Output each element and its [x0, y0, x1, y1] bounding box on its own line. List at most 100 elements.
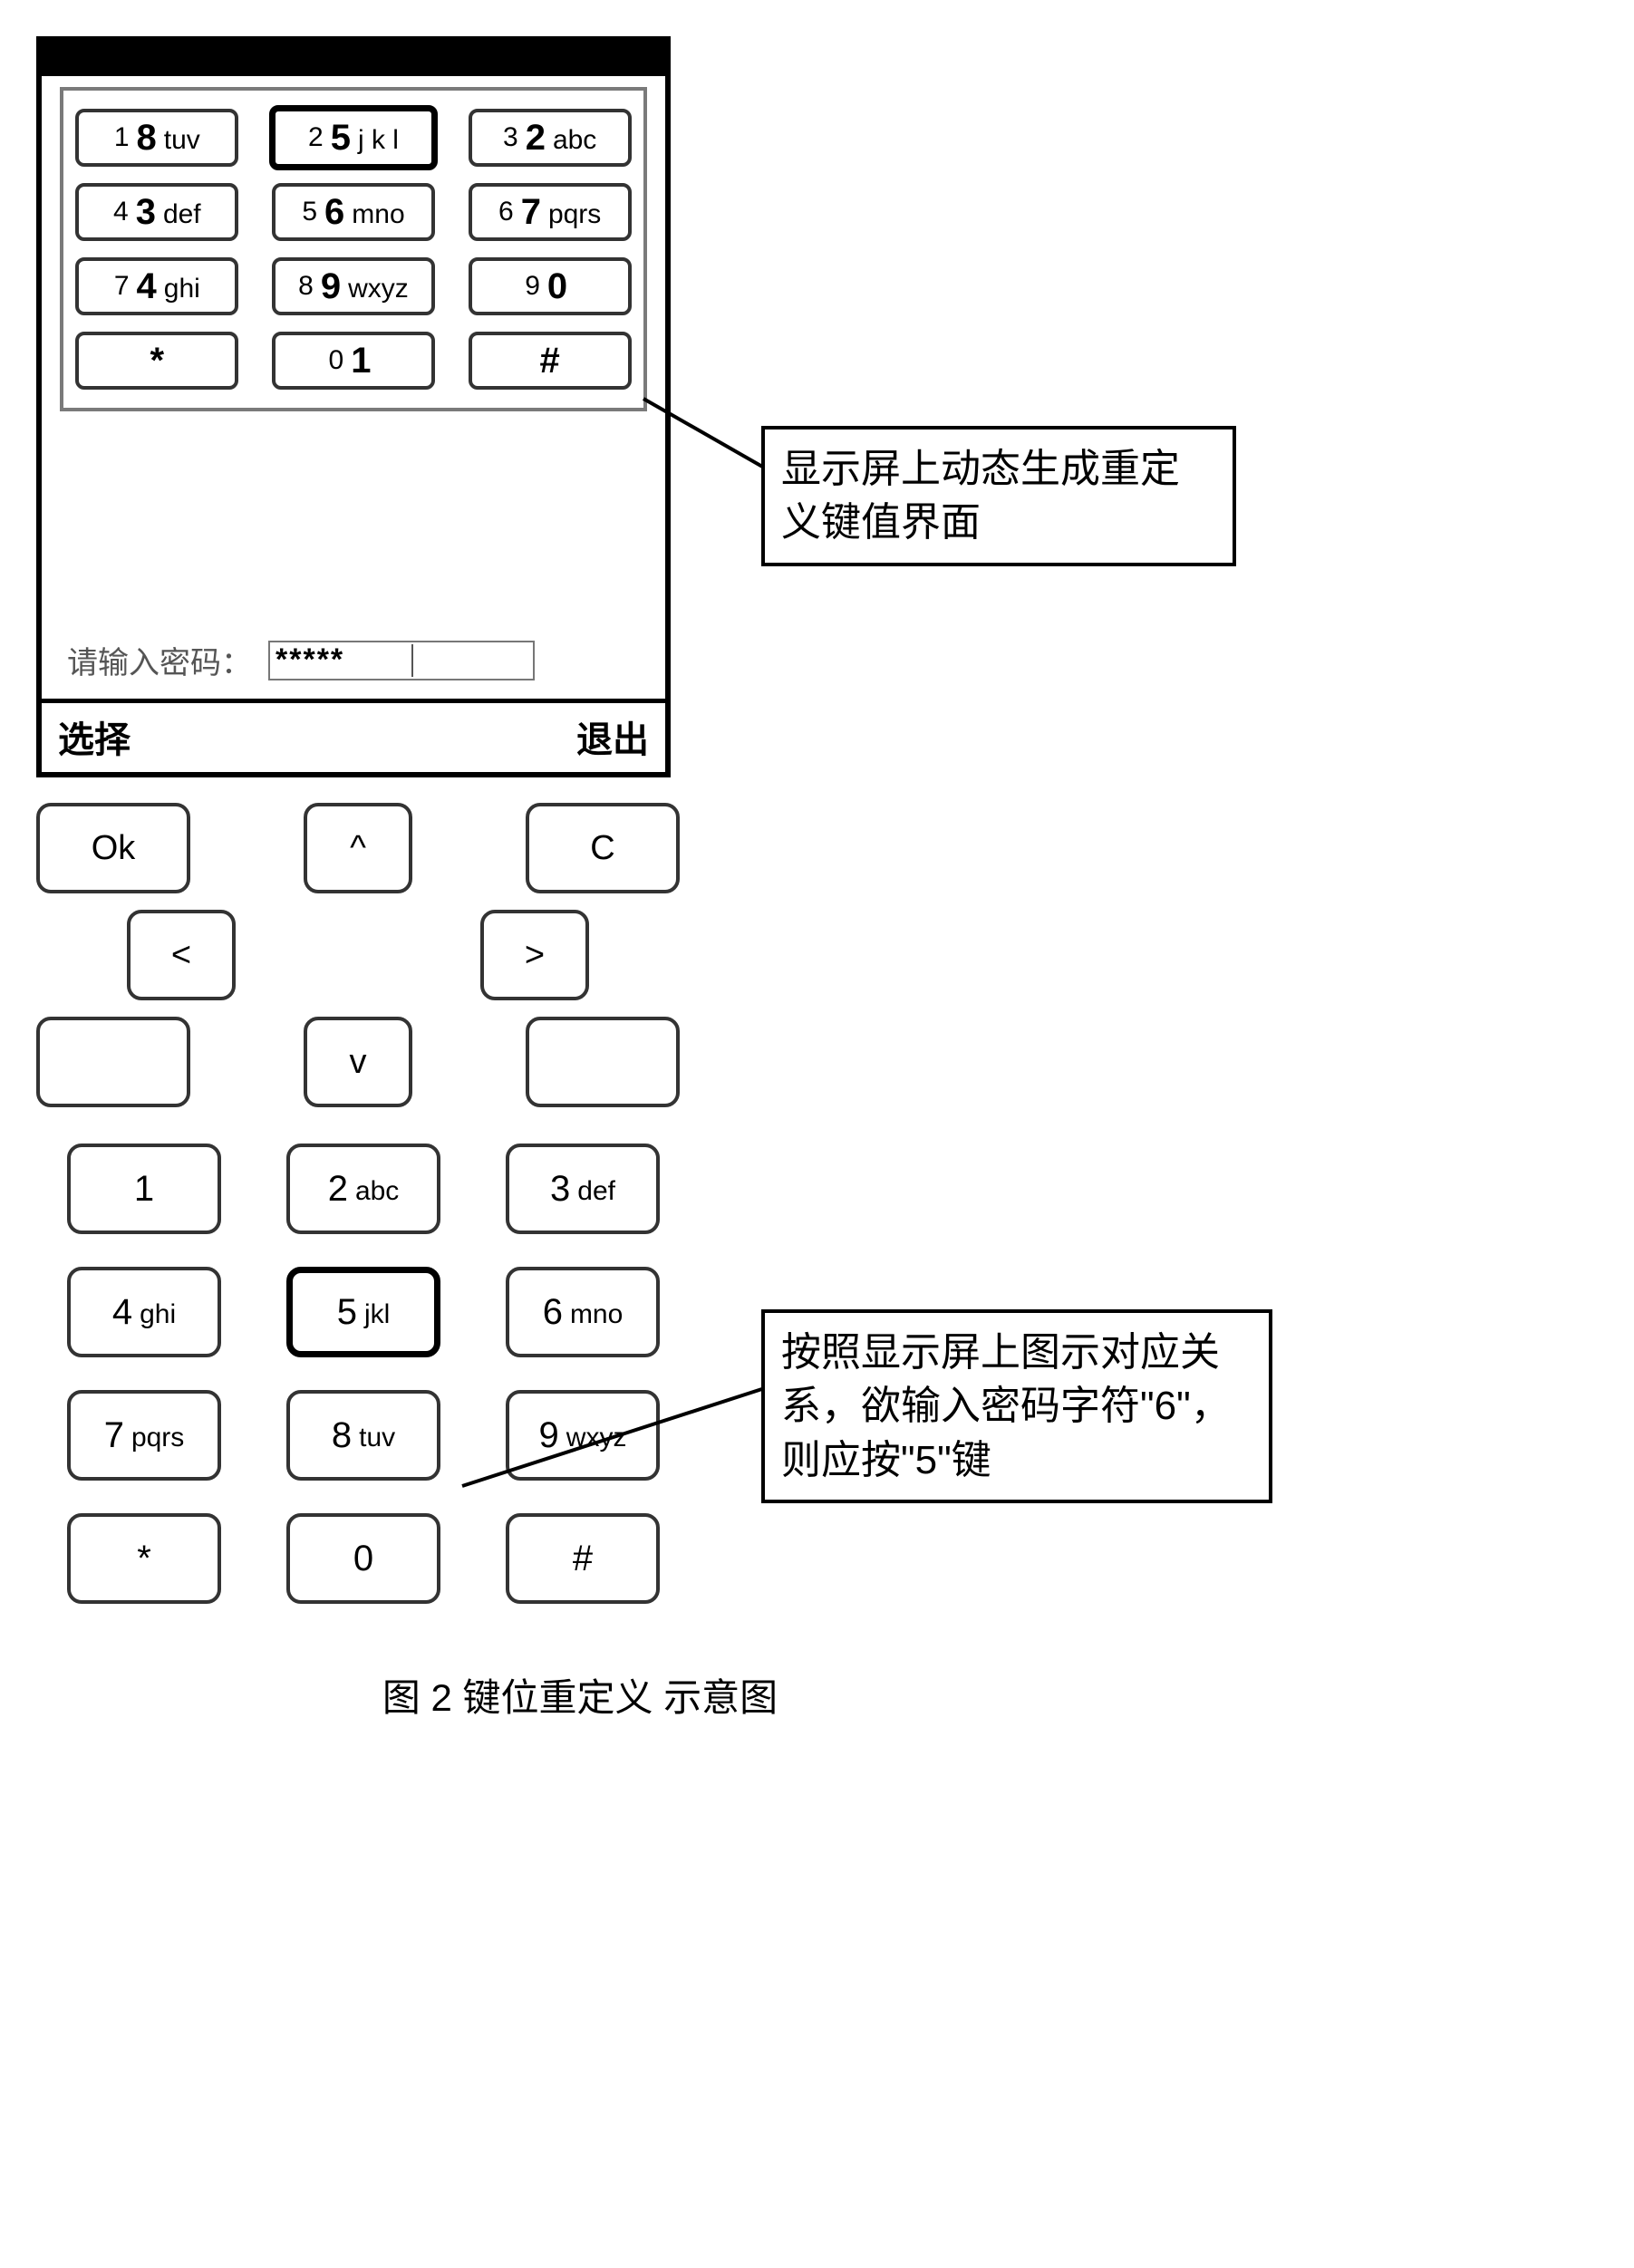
physical-key-letters: pqrs: [131, 1417, 184, 1453]
physical-key-label: 7: [104, 1415, 124, 1456]
virtual-key-0[interactable]: 18tuv: [75, 109, 238, 167]
virtual-key-physnum: 4: [113, 197, 129, 227]
physical-key-label: #: [573, 1539, 593, 1579]
virtual-key-physnum: 8: [298, 271, 314, 302]
virtual-key-physnum: 2: [308, 122, 324, 153]
right-key[interactable]: >: [480, 910, 589, 1000]
virtual-key-physnum: 1: [114, 122, 130, 153]
physical-key-label: 1: [134, 1169, 154, 1210]
softkey-left[interactable]: 选择: [58, 710, 131, 763]
virtual-key-letters: pqrs: [548, 194, 601, 230]
softkey-bar: 选择 退出: [42, 699, 665, 772]
virtual-key-mapped: 8: [137, 118, 157, 159]
virtual-key-2[interactable]: 32abc: [469, 109, 632, 167]
virtual-key-physnum: 5: [302, 197, 317, 227]
virtual-key-letters: ghi: [164, 268, 200, 304]
physical-key-letters: abc: [355, 1171, 399, 1207]
password-row: 请输入密码： *****: [42, 638, 665, 699]
physical-key-6[interactable]: 7pqrs: [67, 1390, 221, 1481]
left-key[interactable]: <: [127, 910, 236, 1000]
virtual-key-3[interactable]: 43def: [75, 183, 238, 241]
virtual-key-6[interactable]: 74ghi: [75, 257, 238, 315]
physical-key-5[interactable]: 6mno: [506, 1267, 660, 1357]
softkey-right[interactable]: 退出: [576, 710, 649, 763]
diagram-container: 18tuv25j k l32abc43def56mno67pqrs74ghi89…: [36, 36, 1598, 1604]
number-grid: 1 2abc 3def 4ghi 5 jkl 6mno 7pqrs 8tuv 9wxyz * 0 #: [36, 1144, 680, 1604]
virtual-key-8[interactable]: 90: [469, 257, 632, 315]
virtual-key-letters: j k l: [358, 120, 399, 156]
virtual-key-letters: abc: [553, 120, 596, 156]
virtual-key-letters: mno: [352, 194, 404, 230]
virtual-key-mapped: 3: [136, 192, 156, 233]
screen-frame: 18tuv25j k l32abc43def56mno67pqrs74ghi89…: [36, 36, 671, 777]
physical-key-11[interactable]: #: [506, 1513, 660, 1604]
virtual-key-mapped: 4: [137, 266, 157, 307]
virtual-key-physnum: 7: [114, 271, 130, 302]
physical-key-8[interactable]: 9wxyz: [506, 1390, 660, 1481]
physical-key-label: 9: [539, 1415, 559, 1456]
virtual-key-mapped: 9: [321, 266, 341, 307]
virtual-key-5[interactable]: 67pqrs: [469, 183, 632, 241]
physical-key-letters: tuv: [359, 1417, 395, 1453]
physical-key-4[interactable]: 5 jkl: [286, 1267, 440, 1357]
virtual-key-letters: def: [163, 194, 201, 230]
up-key[interactable]: ^: [304, 803, 412, 893]
virtual-key-4[interactable]: 56mno: [272, 183, 435, 241]
physical-key-letters: wxyz: [566, 1417, 627, 1453]
virtual-key-mapped: 6: [324, 192, 344, 233]
physical-key-letters: ghi: [140, 1294, 176, 1330]
physical-key-label: 3: [550, 1169, 570, 1210]
physical-key-label: *: [137, 1539, 151, 1579]
physical-key-label: 0: [353, 1539, 373, 1579]
physical-key-1[interactable]: 2abc: [286, 1144, 440, 1234]
physical-key-3[interactable]: 4ghi: [67, 1267, 221, 1357]
annotation-2: 按照显示屏上图示对应关系，欲输入密码字符"6"，则应按"5"键: [761, 1309, 1272, 1503]
virtual-key-10[interactable]: 01: [272, 332, 435, 390]
virtual-key-physnum: 6: [498, 197, 514, 227]
virtual-key-symbol: #: [540, 341, 560, 381]
virtual-key-mapped: 2: [526, 118, 546, 159]
physical-keypad: Ok ^ C < > v 1 2abc 3def 4ghi 5 jkl 6mno 7pqrs 8…: [36, 803, 680, 1604]
virtual-key-letters: tuv: [164, 120, 200, 156]
physical-key-10[interactable]: 0: [286, 1513, 440, 1604]
virtual-key-1[interactable]: 25j k l: [269, 105, 438, 170]
virtual-key-symbol: *: [150, 341, 165, 381]
physical-key-letters: jkl: [364, 1294, 390, 1330]
nav-row-2: < >: [36, 910, 680, 1000]
physical-key-label: 4: [112, 1292, 132, 1333]
physical-key-9[interactable]: *: [67, 1513, 221, 1604]
virtual-key-physnum: 0: [329, 345, 344, 376]
physical-key-2[interactable]: 3def: [506, 1144, 660, 1234]
nav-row-3: v: [36, 1017, 680, 1107]
physical-key-7[interactable]: 8tuv: [286, 1390, 440, 1481]
virtual-key-physnum: 3: [503, 122, 518, 153]
clear-key[interactable]: C: [526, 803, 680, 893]
virtual-key-mapped: 1: [351, 341, 371, 381]
annotation-1: 显示屏上动态生成重定义键值界面: [761, 426, 1236, 566]
nav-row-1: Ok ^ C: [36, 803, 680, 893]
virtual-key-9[interactable]: *: [75, 332, 238, 390]
virtual-key-mapped: 5: [331, 118, 351, 159]
physical-key-label: 8: [332, 1415, 352, 1456]
virtual-key-mapped: 7: [521, 192, 541, 233]
virtual-key-physnum: 9: [525, 271, 540, 302]
blank-key-right[interactable]: [526, 1017, 680, 1107]
blank-key-left[interactable]: [36, 1017, 190, 1107]
virtual-key-7[interactable]: 89wxyz: [272, 257, 435, 315]
physical-key-0[interactable]: 1: [67, 1144, 221, 1234]
phone-mockup: 18tuv25j k l32abc43def56mno67pqrs74ghi89…: [36, 36, 689, 1604]
virtual-keypad: 18tuv25j k l32abc43def56mno67pqrs74ghi89…: [60, 87, 647, 411]
password-value: *****: [270, 644, 413, 677]
down-key[interactable]: v: [304, 1017, 412, 1107]
virtual-key-mapped: 0: [547, 266, 567, 307]
physical-key-label: 2: [328, 1169, 348, 1210]
status-bar: [42, 42, 665, 76]
physical-key-label: 6: [543, 1292, 563, 1333]
virtual-key-11[interactable]: #: [469, 332, 632, 390]
virtual-key-letters: wxyz: [348, 268, 409, 304]
physical-key-label: 5: [337, 1292, 357, 1333]
ok-key[interactable]: Ok: [36, 803, 190, 893]
physical-key-letters: mno: [570, 1294, 623, 1330]
password-label: 请输入密码：: [67, 638, 252, 682]
password-input[interactable]: *****: [268, 641, 535, 680]
